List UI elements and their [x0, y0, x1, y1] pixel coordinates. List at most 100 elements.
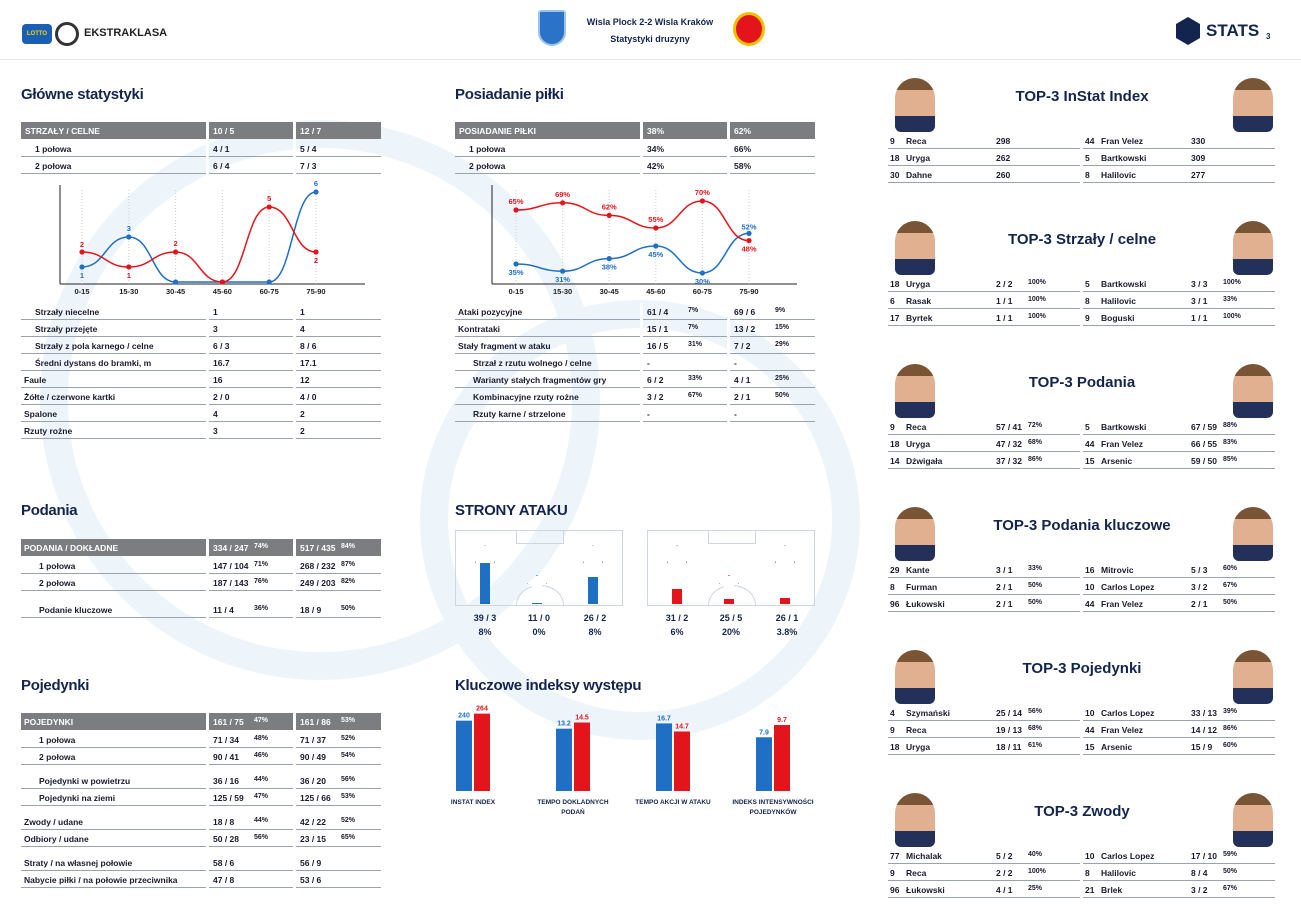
away-percent: 52% — [341, 817, 356, 824]
data-point — [79, 264, 85, 270]
player-value: 3 / 2 — [1191, 582, 1208, 592]
away-value: 161 / 86 — [300, 717, 331, 727]
player-number: 9 — [890, 868, 895, 878]
away-value: 4 / 1 — [734, 375, 751, 385]
player-number: 18 — [890, 742, 900, 752]
attack-percent: 8% — [588, 627, 602, 637]
table-header: POJEDYNKI 161 / 75 47% 161 / 86 53% — [21, 713, 381, 730]
table-row: Stały fragment w ataku 16 / 5 31% 7 / 2 29% — [455, 337, 815, 354]
home-percent: 71% — [254, 561, 269, 568]
player-number: 5 — [1085, 422, 1090, 432]
player-value: 25 / 14 — [996, 708, 1022, 718]
player-value: 1 / 1 — [1191, 313, 1208, 323]
table-row: Pojedynki w powietrzu 36 / 16 44% 36 / 20 56… — [21, 772, 381, 789]
table-row: 2 połowa 6 / 4 7 / 3 — [21, 157, 381, 174]
top3-title: TOP-3 Zwody — [1034, 803, 1130, 820]
player-percent: 100% — [1028, 279, 1046, 286]
away-value: 2 — [300, 409, 305, 419]
home-value: 10 / 5 — [213, 126, 235, 136]
row-border — [888, 308, 990, 309]
data-point — [266, 279, 272, 285]
row-border — [1083, 325, 1185, 326]
player-name: Reca — [906, 136, 927, 146]
away-value: 12 / 7 — [300, 126, 322, 136]
row-border — [1083, 451, 1185, 452]
player-name: Bartkowski — [1101, 153, 1147, 163]
away-value: 13 / 2 — [734, 324, 756, 334]
player-value: 57 / 41 — [996, 422, 1022, 432]
player-number: 9 — [890, 422, 895, 432]
divider — [206, 574, 209, 591]
player-name: Byrtek — [906, 313, 933, 323]
player-row: 8 Furman 2 / 1 50% — [888, 578, 1080, 595]
row-label: 1 połowa — [35, 144, 72, 154]
home-value: 6 / 4 — [213, 161, 230, 171]
player-percent: 50% — [1028, 599, 1043, 606]
data-label: 3 — [127, 224, 131, 233]
player-row: 4 Szymański 25 / 14 56% — [888, 704, 1080, 721]
away-value: 66% — [734, 144, 752, 154]
player-percent: 72% — [1028, 422, 1043, 429]
away-bar — [774, 725, 790, 791]
away-series-line — [81, 206, 317, 283]
player-name: Dźwigała — [906, 456, 943, 466]
attack-value: 25 / 5 — [719, 613, 743, 623]
away-percent: 53% — [341, 793, 356, 800]
away-value: 268 / 232 — [300, 561, 336, 571]
divider — [640, 354, 643, 371]
player-row: 5 Bartkowski 309 — [1083, 149, 1275, 166]
row-border — [888, 754, 990, 755]
player-name: Carlos Lopez — [1101, 582, 1155, 592]
top3-title: TOP-3 InStat Index — [1015, 88, 1149, 105]
home-value: 36 / 16 — [213, 776, 239, 786]
attack-value: 39 / 3 — [473, 613, 497, 623]
tick-label: 60-75 — [260, 287, 279, 296]
row-label: Stały fragment w ataku — [458, 341, 551, 351]
player-row: 77 Michalak 5 / 2 40% — [888, 847, 1080, 864]
player-number: 4 — [890, 708, 895, 718]
data-point — [746, 238, 752, 244]
player-row: 29 Kante 3 / 1 33% — [888, 561, 1080, 578]
player-value: 5 / 2 — [996, 851, 1013, 861]
data-point — [606, 212, 612, 218]
player-percent: 86% — [1028, 456, 1043, 463]
goal-area — [516, 530, 564, 544]
divider — [640, 157, 643, 174]
row-border — [888, 434, 990, 435]
player-number: 15 — [1085, 456, 1095, 466]
home-value: 334 / 247 — [213, 543, 249, 553]
player-name: Arsenic — [1101, 742, 1133, 752]
player-name: Boguski — [1101, 313, 1135, 323]
home-bar — [556, 728, 572, 791]
player-name: Fran Velez — [1101, 439, 1144, 449]
player-percent: 25% — [1028, 885, 1043, 892]
player-name: Bartkowski — [1101, 422, 1147, 432]
data-point — [653, 243, 659, 249]
row-label: Rzuty rożne — [24, 426, 73, 436]
table-row: Strzały przejęte 3 4 — [21, 320, 381, 337]
away-value: 58% — [734, 161, 752, 171]
home-percent: 74% — [254, 543, 269, 550]
player-number: 29 — [890, 565, 900, 575]
row-border — [888, 468, 990, 469]
divider — [206, 813, 209, 830]
row-border — [1083, 291, 1185, 292]
row-label: Rzuty karne / strzelone — [473, 409, 566, 419]
player-value: 3 / 2 — [1191, 885, 1208, 895]
player-row: 44 Fran Velez 2 / 1 50% — [1083, 595, 1275, 612]
home-percent: 36% — [254, 605, 269, 612]
player-value: 298 — [996, 136, 1011, 146]
player-percent: 68% — [1028, 439, 1043, 446]
player-percent: 40% — [1028, 851, 1043, 858]
divider — [206, 601, 209, 618]
data-label: 5 — [267, 194, 271, 203]
divider — [727, 388, 730, 405]
home-value: 58 / 6 — [213, 858, 235, 868]
player-value: 17 / 10 — [1191, 851, 1217, 861]
player-row: 5 Bartkowski 3 / 3 100% — [1083, 275, 1275, 292]
player-row: 9 Reca 298 — [888, 132, 1080, 149]
player-percent: 50% — [1028, 582, 1043, 589]
row-label: Kontrataki — [458, 324, 501, 334]
divider — [293, 748, 296, 765]
home-value: - — [647, 358, 650, 368]
